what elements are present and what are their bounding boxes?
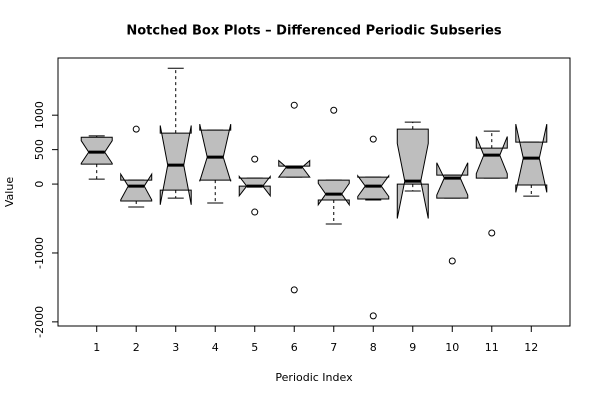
box <box>475 136 508 179</box>
x-tick-label: 9 <box>409 341 416 354</box>
box <box>277 159 311 178</box>
y-tick-label: 500 <box>33 139 46 160</box>
y-tick-label: -2000 <box>33 306 46 338</box>
outlier <box>251 155 259 163</box>
outlier <box>448 257 456 265</box>
outlier <box>290 101 298 109</box>
y-tick-label: 1000 <box>33 101 46 129</box>
y-tick-label: 0 <box>33 181 46 188</box>
x-tick-label: 5 <box>251 341 258 354</box>
outlier <box>369 312 377 320</box>
y-axis-label: Value <box>3 177 16 207</box>
outlier <box>251 208 259 216</box>
box <box>199 124 232 182</box>
y-tick-label: -1000 <box>33 237 46 269</box>
outlier <box>369 135 377 143</box>
x-tick-label: 11 <box>485 341 499 354</box>
chart-title: Notched Box Plots – Differenced Periodic… <box>126 24 502 39</box>
box <box>317 179 350 207</box>
x-tick-label: 10 <box>445 341 459 354</box>
x-axis-label: Periodic Index <box>275 371 353 384</box>
plot-frame <box>57 57 571 327</box>
outlier <box>290 286 298 294</box>
box <box>238 175 271 198</box>
x-tick-label: 7 <box>330 341 337 354</box>
outlier <box>132 125 140 133</box>
outlier <box>488 229 496 237</box>
x-tick-label: 12 <box>524 341 538 354</box>
box <box>436 162 469 199</box>
x-tick-label: 8 <box>370 341 377 354</box>
x-tick-label: 1 <box>93 341 100 354</box>
x-tick-label: 2 <box>133 341 140 354</box>
x-tick-label: 3 <box>172 341 179 354</box>
x-tick-label: 4 <box>212 341 219 354</box>
box <box>396 128 429 219</box>
outlier <box>330 106 338 114</box>
x-tick-label: 6 <box>291 341 298 354</box>
